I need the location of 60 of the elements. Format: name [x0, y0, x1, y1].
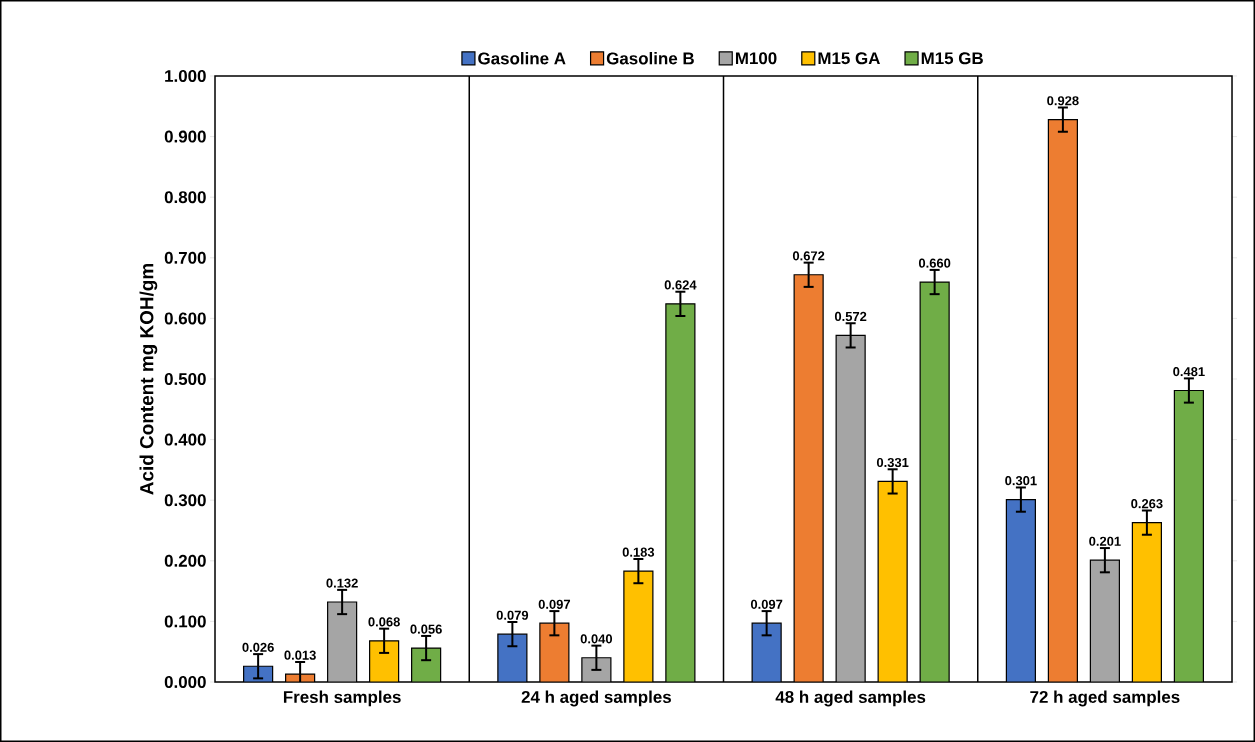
data-label: 0.672	[792, 251, 825, 261]
bar	[665, 303, 696, 682]
bar	[751, 622, 782, 682]
data-label: 0.026	[242, 642, 274, 652]
data-label: 0.481	[1173, 367, 1205, 377]
data-label: 0.132	[326, 578, 358, 588]
y-tick-label: 0.900	[164, 130, 206, 143]
y-tick-label: 0.600	[164, 312, 206, 325]
data-label: 0.263	[1131, 499, 1163, 509]
data-label: 0.572	[834, 311, 867, 322]
bar	[1089, 559, 1120, 682]
y-tick-label: 0.800	[164, 191, 206, 204]
legend-label: M15 GA	[818, 52, 880, 65]
y-tick-label: 0.300	[164, 494, 206, 507]
x-tick-label: 24 h aged samples	[521, 690, 671, 707]
y-tick-label: 0.000	[164, 676, 206, 688]
bar	[877, 480, 908, 682]
bar	[1131, 522, 1162, 682]
bar	[793, 274, 824, 682]
data-label: 0.301	[1005, 476, 1037, 486]
x-tick-label: Fresh samples	[283, 690, 401, 707]
bar	[623, 570, 654, 682]
y-tick-label: 0.700	[164, 251, 206, 264]
bar	[539, 622, 570, 682]
bar	[1047, 119, 1078, 682]
y-axis-title: Acid Content mg KOH/gm	[139, 263, 158, 495]
y-tick-label: 0.400	[164, 433, 206, 446]
data-label: 0.013	[284, 650, 316, 660]
data-label: 0.068	[368, 617, 400, 627]
bar	[1005, 498, 1036, 682]
bar	[919, 281, 950, 682]
bar	[1173, 389, 1204, 682]
data-label: 0.040	[580, 634, 613, 644]
data-label: 0.928	[1047, 96, 1079, 106]
data-label: 0.624	[664, 280, 697, 290]
data-label: 0.660	[918, 258, 951, 268]
bar	[497, 633, 528, 682]
bar	[327, 601, 358, 682]
y-tick-label: 0.200	[164, 554, 206, 567]
data-label: 0.079	[496, 610, 529, 620]
data-label: 0.183	[622, 547, 655, 557]
x-tick-label: 72 h aged samples	[1030, 690, 1180, 707]
x-tick-label: 48 h aged samples	[775, 690, 926, 707]
legend-label: M15 GB	[921, 52, 983, 65]
bar	[835, 334, 866, 682]
bar	[243, 665, 274, 682]
data-label: 0.331	[876, 457, 909, 468]
y-tick-label: 0.100	[164, 615, 206, 628]
data-label: 0.097	[538, 599, 571, 609]
data-label: 0.097	[750, 599, 783, 609]
data-label: 0.056	[410, 624, 442, 634]
data-label: 0.201	[1089, 536, 1121, 546]
bar	[411, 647, 442, 682]
y-tick-label: 0.500	[164, 373, 206, 385]
bar	[369, 640, 400, 682]
bar	[581, 657, 612, 682]
y-tick-label: 1.000	[165, 69, 206, 82]
legend-label: Gasoline A	[478, 51, 566, 65]
legend-label: Gasoline B	[606, 51, 694, 65]
legend-label: M100	[735, 52, 777, 65]
